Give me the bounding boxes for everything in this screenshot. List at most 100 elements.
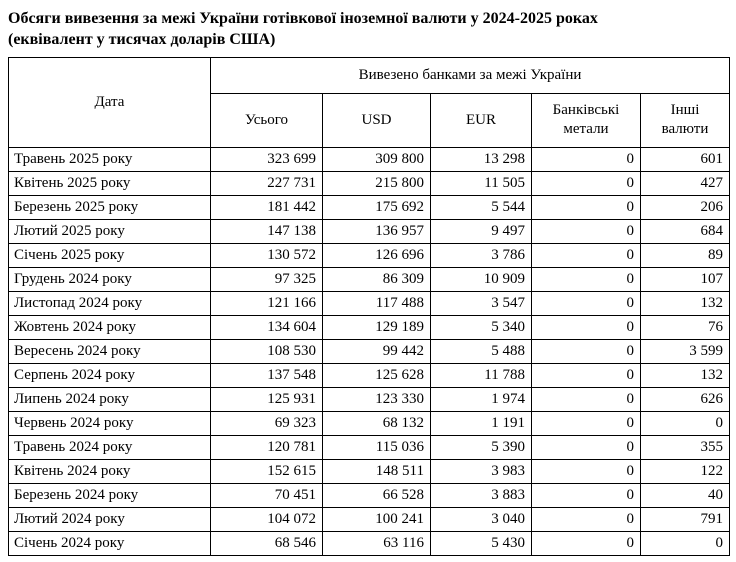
row-value: 121 166 bbox=[210, 290, 323, 316]
table-row: Травень 2024 року 120 781 115 036 5 390 0 355 bbox=[8, 434, 730, 460]
column-header-eur: EUR bbox=[430, 92, 532, 148]
row-value: 3 786 bbox=[430, 242, 532, 268]
table-row: Березень 2024 року 70 451 66 528 3 883 0 40 bbox=[8, 482, 730, 508]
row-value: 147 138 bbox=[210, 218, 323, 244]
row-value: 5 544 bbox=[430, 194, 532, 220]
row-value: 107 bbox=[640, 266, 730, 292]
row-value: 136 957 bbox=[322, 218, 431, 244]
row-value: 0 bbox=[531, 410, 641, 436]
row-value: 355 bbox=[640, 434, 730, 460]
row-value: 427 bbox=[640, 170, 730, 196]
row-date: Серпень 2024 року bbox=[8, 362, 211, 388]
table-row: Лютий 2025 року 147 138 136 957 9 497 0 684 bbox=[8, 218, 730, 244]
row-value: 130 572 bbox=[210, 242, 323, 268]
column-header-usd: USD bbox=[322, 92, 431, 148]
row-value: 5 390 bbox=[430, 434, 532, 460]
column-header-total: Усього bbox=[210, 92, 323, 148]
row-value: 69 323 bbox=[210, 410, 323, 436]
table-row: Серпень 2024 року 137 548 125 628 11 788 0 13… bbox=[8, 362, 730, 388]
row-value: 0 bbox=[531, 482, 641, 508]
row-date: Січень 2024 року bbox=[8, 530, 211, 556]
table-row: Липень 2024 року 125 931 123 330 1 974 0 626 bbox=[8, 386, 730, 412]
row-date: Жовтень 2024 року bbox=[8, 314, 211, 340]
row-value: 791 bbox=[640, 506, 730, 532]
row-value: 0 bbox=[531, 218, 641, 244]
row-value: 9 497 bbox=[430, 218, 532, 244]
row-value: 70 451 bbox=[210, 482, 323, 508]
table-row: Березень 2025 року 181 442 175 692 5 544 0 20… bbox=[8, 194, 730, 220]
row-value: 99 442 bbox=[322, 338, 431, 364]
table-row: Листопад 2024 року 121 166 117 488 3 547 0 13… bbox=[8, 290, 730, 316]
table-row: Січень 2024 року 68 546 63 116 5 430 0 0 bbox=[8, 530, 730, 556]
row-value: 626 bbox=[640, 386, 730, 412]
row-value: 1 974 bbox=[430, 386, 532, 412]
row-value: 3 883 bbox=[430, 482, 532, 508]
row-value: 3 983 bbox=[430, 458, 532, 484]
row-date: Листопад 2024 року bbox=[8, 290, 211, 316]
row-value: 0 bbox=[531, 170, 641, 196]
row-value: 227 731 bbox=[210, 170, 323, 196]
row-value: 66 528 bbox=[322, 482, 431, 508]
row-value: 117 488 bbox=[322, 290, 431, 316]
row-value: 3 040 bbox=[430, 506, 532, 532]
row-value: 125 931 bbox=[210, 386, 323, 412]
row-date: Вересень 2024 року bbox=[8, 338, 211, 364]
row-date: Травень 2025 року bbox=[8, 146, 211, 172]
page-title: Обсяги вивезення за межі України готівко… bbox=[8, 9, 728, 51]
row-value: 0 bbox=[531, 530, 641, 556]
row-value: 40 bbox=[640, 482, 730, 508]
row-value: 0 bbox=[640, 410, 730, 436]
row-value: 0 bbox=[531, 386, 641, 412]
row-value: 104 072 bbox=[210, 506, 323, 532]
title-line-1: Обсяги вивезення за межі України готівко… bbox=[8, 10, 598, 27]
row-date: Липень 2024 року bbox=[8, 386, 211, 412]
row-value: 11 788 bbox=[430, 362, 532, 388]
row-date: Лютий 2024 року bbox=[8, 506, 211, 532]
row-value: 129 189 bbox=[322, 314, 431, 340]
row-value: 86 309 bbox=[322, 266, 431, 292]
table-row: Квітень 2025 року 227 731 215 800 11 505 0 42… bbox=[8, 170, 730, 196]
table-row: Січень 2025 року 130 572 126 696 3 786 0 89 bbox=[8, 242, 730, 268]
row-value: 0 bbox=[640, 530, 730, 556]
row-value: 122 bbox=[640, 458, 730, 484]
row-value: 100 241 bbox=[322, 506, 431, 532]
row-value: 181 442 bbox=[210, 194, 323, 220]
row-value: 0 bbox=[531, 362, 641, 388]
row-value: 108 530 bbox=[210, 338, 323, 364]
row-value: 68 132 bbox=[322, 410, 431, 436]
row-value: 63 116 bbox=[322, 530, 431, 556]
row-date: Січень 2025 року bbox=[8, 242, 211, 268]
row-value: 134 604 bbox=[210, 314, 323, 340]
row-value: 0 bbox=[531, 266, 641, 292]
table-header: Дата Вивезено банками за межі України Ус… bbox=[8, 56, 730, 148]
row-value: 13 298 bbox=[430, 146, 532, 172]
row-value: 3 599 bbox=[640, 338, 730, 364]
row-value: 97 325 bbox=[210, 266, 323, 292]
row-value: 120 781 bbox=[210, 434, 323, 460]
row-value: 684 bbox=[640, 218, 730, 244]
table-body: Травень 2025 року 323 699 309 800 13 298 0 60… bbox=[8, 146, 730, 556]
table-row: Грудень 2024 року 97 325 86 309 10 909 0 107 bbox=[8, 266, 730, 292]
column-header-other-currencies: Інші валюти bbox=[640, 92, 730, 148]
row-value: 309 800 bbox=[322, 146, 431, 172]
row-value: 11 505 bbox=[430, 170, 532, 196]
row-value: 125 628 bbox=[322, 362, 431, 388]
row-value: 0 bbox=[531, 506, 641, 532]
currency-export-table: Дата Вивезено банками за межі України Ус… bbox=[8, 56, 730, 556]
row-date: Лютий 2025 року bbox=[8, 218, 211, 244]
row-value: 152 615 bbox=[210, 458, 323, 484]
row-date: Березень 2025 року bbox=[8, 194, 211, 220]
row-value: 132 bbox=[640, 362, 730, 388]
row-value: 89 bbox=[640, 242, 730, 268]
header-row-columns: Усього USD EUR Банківські метали Інші ва… bbox=[9, 92, 730, 148]
row-value: 0 bbox=[531, 434, 641, 460]
row-value: 76 bbox=[640, 314, 730, 340]
row-value: 10 909 bbox=[430, 266, 532, 292]
table-row: Червень 2024 року 69 323 68 132 1 191 0 0 bbox=[8, 410, 730, 436]
table-row: Травень 2025 року 323 699 309 800 13 298 0 60… bbox=[8, 146, 730, 172]
row-date: Квітень 2024 року bbox=[8, 458, 211, 484]
row-value: 0 bbox=[531, 290, 641, 316]
row-value: 126 696 bbox=[322, 242, 431, 268]
row-value: 5 430 bbox=[430, 530, 532, 556]
